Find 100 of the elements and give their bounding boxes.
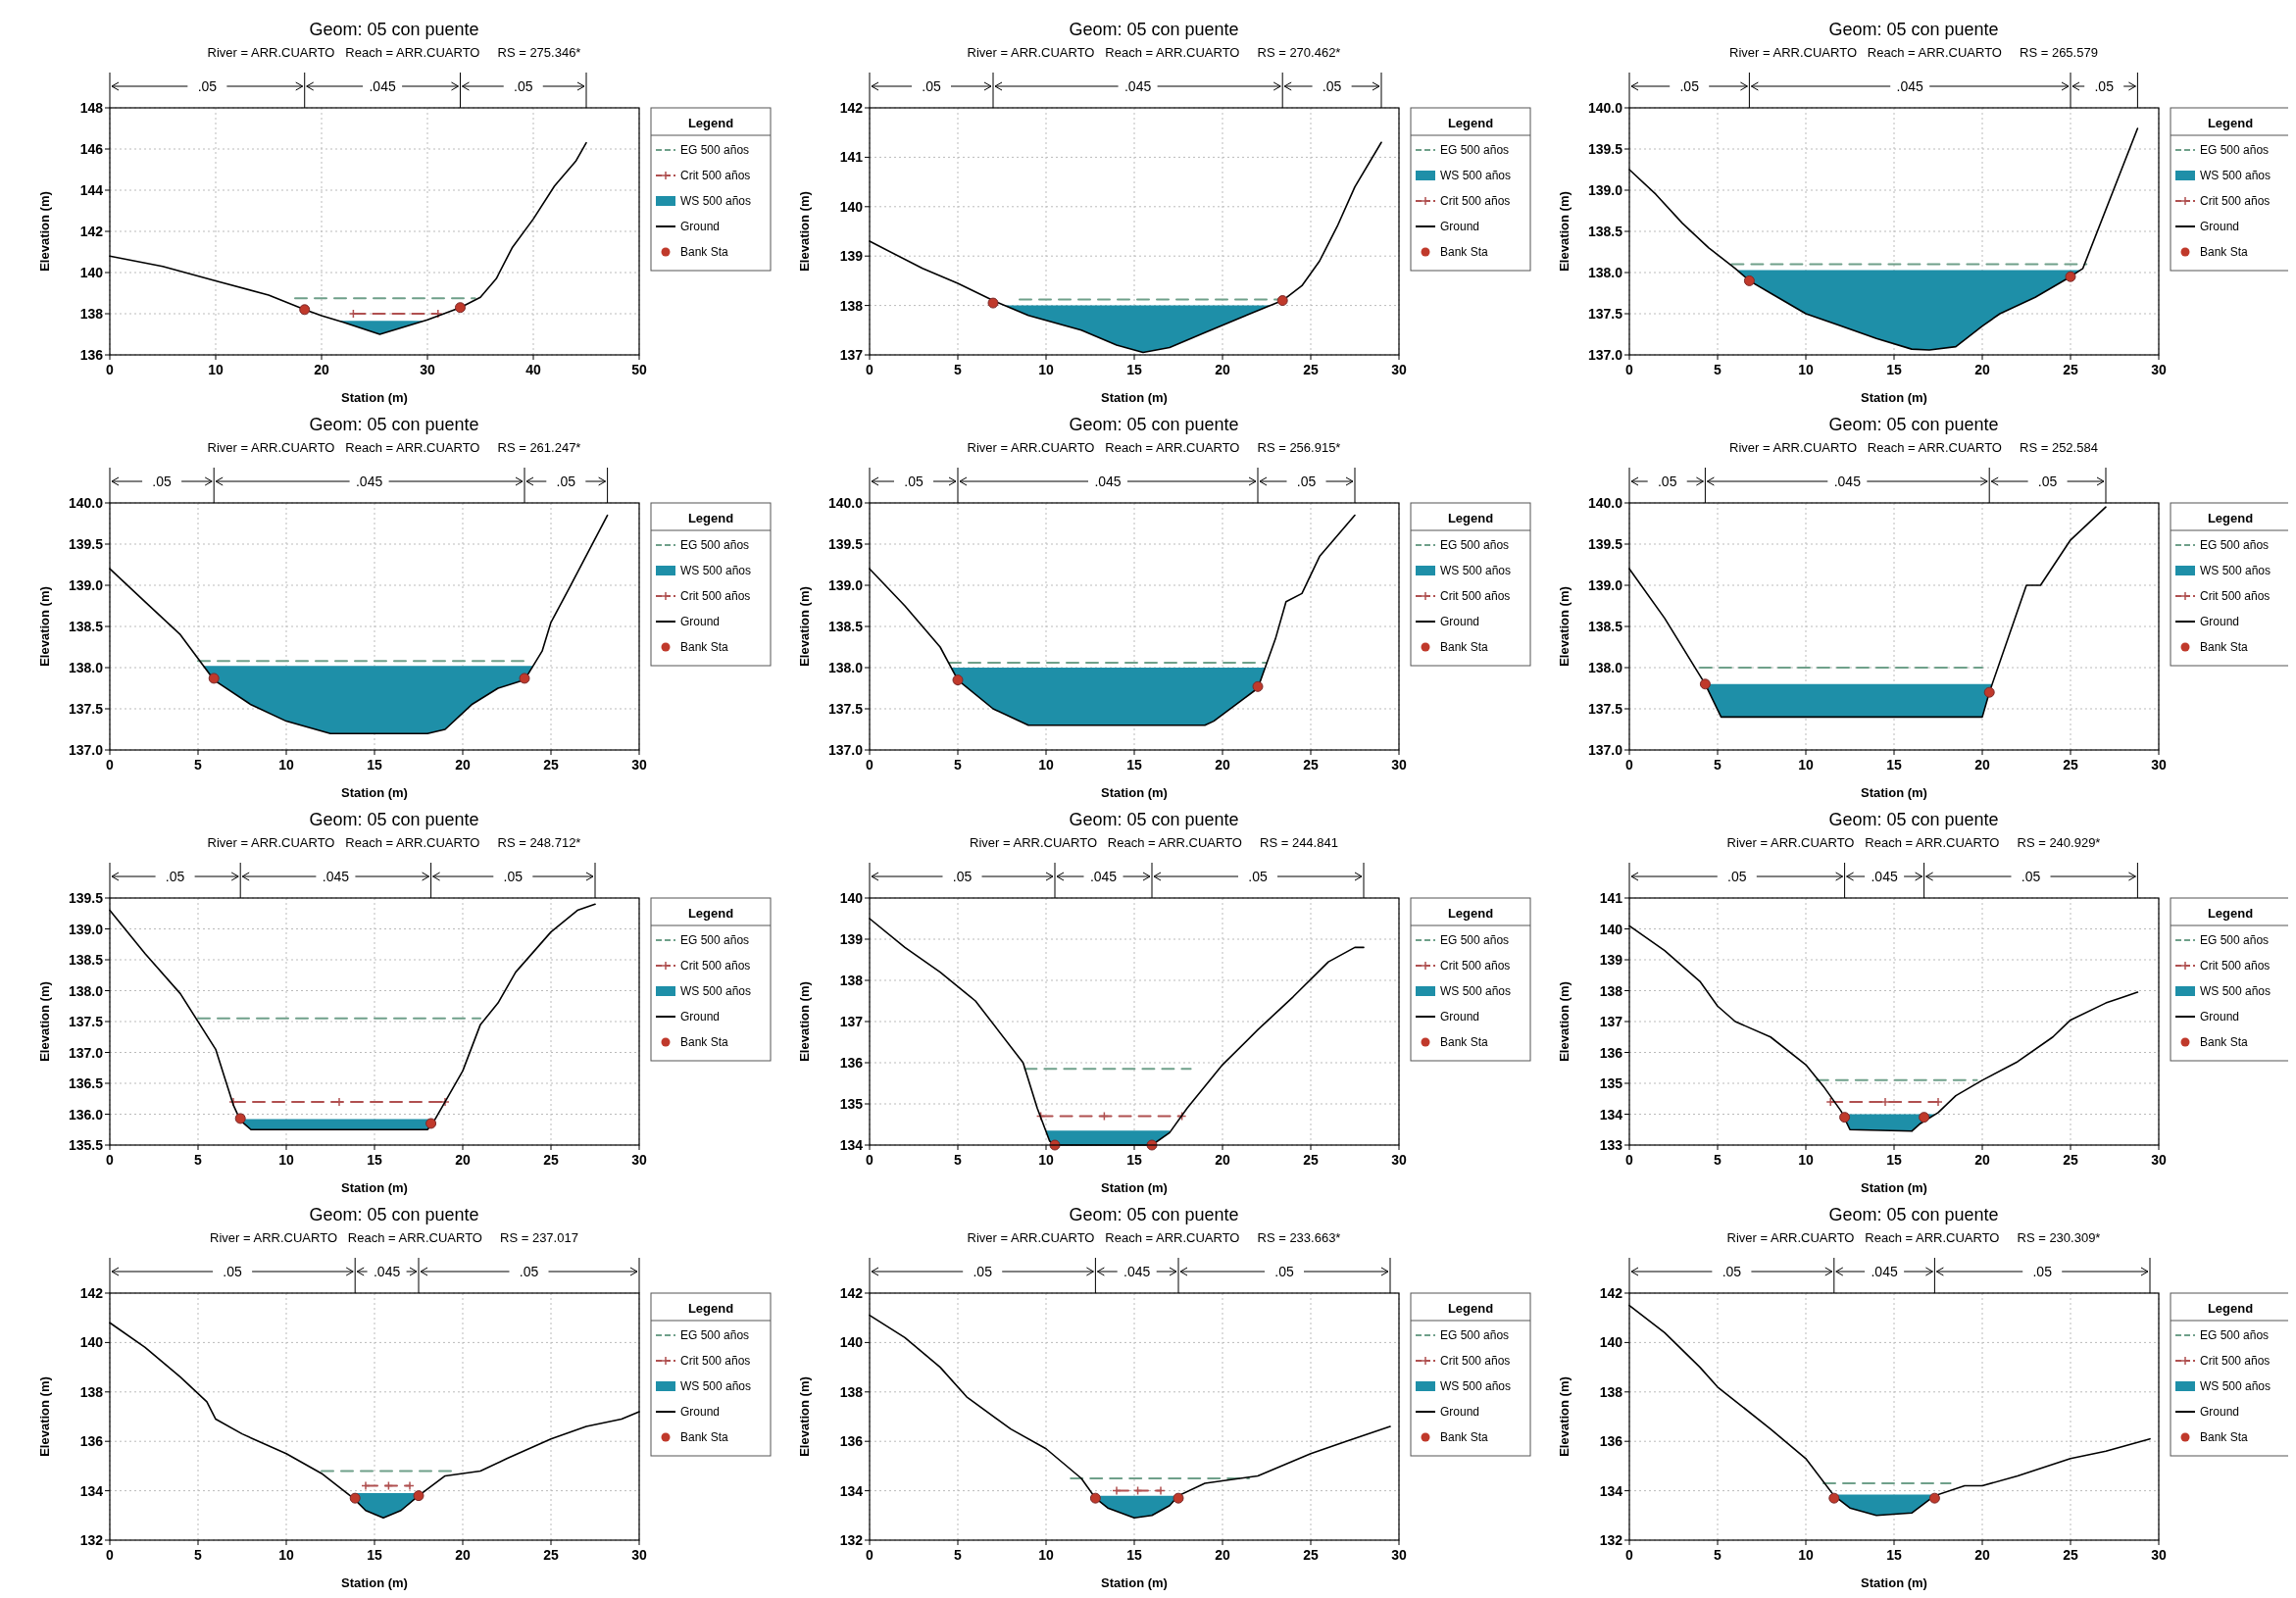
x-tick-label: 10 [1798,757,1814,773]
y-tick-label: 142 [79,1285,104,1301]
y-tick-label: 139 [1599,952,1623,968]
x-tick-label: 30 [2151,1547,2167,1563]
text: .05 [1657,474,1677,489]
legend-title: Legend [687,1301,734,1316]
text: .05 [1248,869,1268,884]
y-tick-label: 138 [79,306,104,322]
x-tick-label: 15 [1126,1152,1142,1168]
x-tick-label: 5 [194,1152,203,1168]
y-axis-title: Elevation (m) [1557,191,1572,272]
x-tick-label: 5 [954,362,963,377]
x-tick-label: 15 [1126,362,1142,377]
x-tick-label: 15 [1886,362,1902,377]
x-tick-label: 15 [1886,757,1902,773]
y-tick-label: 138.5 [1587,224,1623,239]
x-tick-label: 25 [543,1152,559,1168]
text: .045 [1871,869,1898,884]
x-axis-title: Station (m) [341,1575,408,1590]
x-tick-label: 0 [866,1547,874,1563]
legend-label: Bank Sta [2200,1430,2249,1444]
x-tick-label: 0 [866,757,874,773]
x-tick-label: 10 [1798,362,1814,377]
x-tick-label: 30 [631,1547,647,1563]
legend-label: Crit 500 años [680,959,751,973]
y-tick-label: 134 [839,1137,864,1153]
y-tick-label: 142 [839,1285,864,1301]
legend-label: EG 500 años [1440,933,1510,947]
x-tick-label: 10 [1038,1547,1054,1563]
x-tick-label: 20 [1215,1152,1230,1168]
x-axis-title: Station (m) [1101,1575,1168,1590]
x-tick-label: 10 [1038,1152,1054,1168]
legend-label: Bank Sta [1440,245,1489,259]
legend-label: Bank Sta [2200,245,2249,259]
y-tick-label: 140 [839,890,864,906]
text: .045 [1896,78,1924,94]
legend-label: Crit 500 años [1440,194,1511,208]
legend-label: Crit 500 años [2200,1354,2271,1368]
y-tick-label: 138 [1599,982,1623,999]
y-tick-label: 136 [839,1055,864,1071]
y-tick-label: 137.5 [1587,701,1623,717]
x-tick-label: 5 [1714,362,1722,377]
legend-label: Ground [1440,1010,1480,1024]
x-tick-label: 25 [2063,1152,2078,1168]
text: .05 [1274,1264,1294,1279]
y-tick-label: 140.0 [68,495,104,511]
x-tick-label: 20 [1215,362,1230,377]
y-axis-title: Elevation (m) [797,981,812,1062]
chart-subtitle: River = ARR.CUARTO Reach = ARR.CUARTO RS = 261.247* [207,440,581,455]
y-tick-label: 138.0 [68,982,104,999]
x-tick-label: 0 [106,1547,115,1563]
legend-title: Legend [2207,116,2254,130]
legend-label: EG 500 años [680,1328,750,1342]
y-tick-label: 137.5 [1587,306,1623,322]
text: .045 [1089,869,1118,884]
chart-title: Geom: 05 con puente [1828,1205,1999,1224]
y-tick-label: 135 [1599,1075,1623,1091]
x-tick-label: 0 [1625,757,1634,773]
y-tick-label: 136 [79,1433,104,1450]
text: .05 [2094,78,2115,94]
y-tick-label: 141 [1599,890,1623,906]
text: .045 [1094,474,1122,489]
legend-label: EG 500 años [2200,538,2270,552]
x-tick-label: 5 [954,1547,963,1563]
text: .05 [2021,869,2041,884]
x-tick-label: 30 [420,362,435,377]
x-tick-label: 10 [1038,757,1054,773]
x-tick-label: 30 [2151,757,2167,773]
y-tick-label: 139.5 [1587,141,1623,157]
legend-label: Ground [680,1010,721,1024]
chart-title: Geom: 05 con puente [1069,20,1239,39]
chart-subtitle: River = ARR.CUARTO Reach = ARR.CUARTO RS = 233.663* [967,1230,1341,1245]
chart-subtitle: River = ARR.CUARTO Reach = ARR.CUARTO RS = 237.017 [210,1230,578,1245]
legend-label: Ground [2200,615,2240,628]
y-tick-label: 139.0 [827,577,864,593]
y-tick-label: 137.0 [1587,347,1623,363]
x-tick-label: 0 [866,1152,874,1168]
x-tick-label: 20 [455,1547,471,1563]
legend-label: Crit 500 años [680,589,751,603]
y-axis-title: Elevation (m) [797,586,812,667]
text: .05 [1722,1264,1742,1279]
y-tick-label: 140.0 [827,495,864,511]
legend-label: EG 500 años [1440,538,1510,552]
legend-label: Crit 500 años [680,1354,751,1368]
text: .05 [503,869,524,884]
legend-label: Bank Sta [680,1035,729,1049]
text: .05 [2032,1264,2053,1279]
x-tick-label: 30 [2151,362,2167,377]
y-tick-label: 144 [79,182,104,198]
x-tick-label: 0 [1625,362,1634,377]
x-axis-title: Station (m) [341,390,408,405]
chart-title: Geom: 05 con puente [309,1205,479,1224]
legend-label: Crit 500 años [2200,194,2271,208]
chart-title: Geom: 05 con puente [309,20,479,39]
x-tick-label: 10 [1798,1547,1814,1563]
y-tick-label: 138.5 [827,619,864,634]
x-tick-label: 0 [866,362,874,377]
y-tick-label: 132 [79,1532,104,1548]
x-tick-label: 25 [1303,1152,1319,1168]
y-tick-label: 138 [79,1383,104,1400]
